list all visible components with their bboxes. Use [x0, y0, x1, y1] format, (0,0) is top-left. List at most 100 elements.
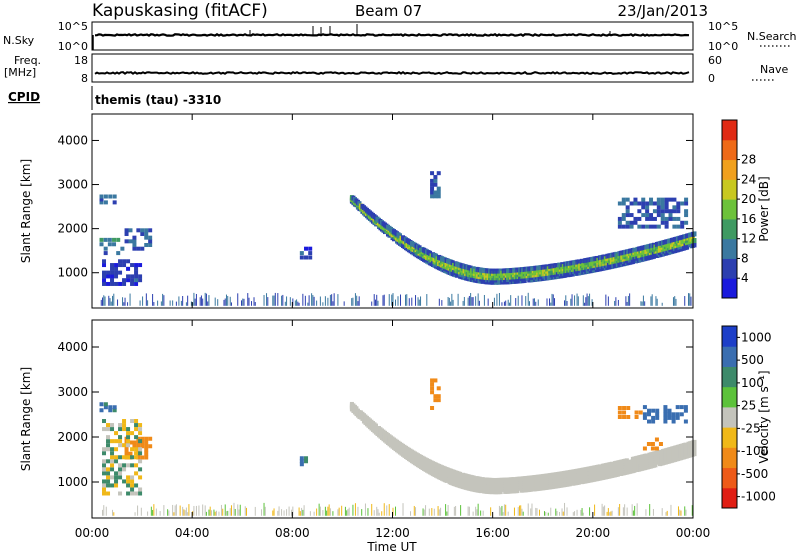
velocity-colorbar-swatch — [722, 326, 737, 347]
power-cell — [140, 231, 145, 236]
power-cell — [307, 302, 309, 306]
velocity-cell — [118, 463, 123, 468]
power-cell — [515, 298, 517, 306]
velocity-cell — [130, 487, 135, 492]
velocity-cell — [670, 504, 672, 516]
power-cell — [308, 295, 310, 306]
power-cell — [99, 197, 104, 202]
power-cell — [356, 295, 358, 306]
velocity-cell — [589, 507, 591, 516]
power-cell — [103, 251, 108, 256]
velocity-cell — [261, 509, 263, 516]
velocity-cell — [381, 511, 383, 516]
power-cell — [118, 263, 123, 268]
power-cell — [358, 296, 360, 306]
power-cell — [134, 270, 139, 275]
velocity-cell — [531, 503, 533, 516]
velocity-cell — [431, 508, 433, 516]
power-cell — [302, 293, 304, 306]
power-cell — [430, 194, 435, 199]
power-cell — [247, 293, 249, 306]
power-cell — [312, 295, 314, 306]
power-cell — [579, 258, 584, 264]
power-cell — [527, 292, 529, 306]
velocity-cell — [602, 506, 604, 516]
nsky-label: N.Sky — [3, 34, 35, 47]
velocity-cell — [112, 509, 114, 516]
power-cell — [308, 255, 313, 260]
power-cell — [684, 201, 689, 206]
power-cell — [308, 251, 313, 256]
power-cell — [621, 197, 626, 202]
power-cell — [106, 274, 111, 279]
velocity-panel-frame — [91, 319, 694, 519]
power-cell — [664, 220, 669, 225]
velocity-cell — [513, 507, 515, 516]
velocity-cell — [329, 508, 331, 516]
power-cell — [641, 201, 646, 206]
time-tick-label: 20:00 — [576, 526, 611, 540]
velocity-cell — [609, 512, 611, 516]
velocity-cell — [327, 506, 329, 516]
velocity-cell — [572, 512, 574, 516]
velocity-cell — [352, 504, 354, 516]
velocity-cell — [106, 483, 111, 488]
velocity-cell — [106, 479, 111, 484]
velocity-cell — [324, 506, 326, 516]
power-cell — [324, 296, 326, 306]
velocity-cell — [136, 455, 141, 460]
power-cell — [433, 175, 438, 180]
power-cell — [103, 194, 108, 199]
velocity-cell — [679, 405, 684, 410]
velocity-cell — [264, 506, 266, 516]
power-cell — [142, 296, 144, 306]
power-ylabel: Slant Range [km] — [19, 159, 33, 263]
velocity-cell — [114, 475, 119, 480]
power-cell — [621, 201, 626, 206]
velocity-cell — [172, 504, 174, 516]
power-cell — [436, 194, 441, 199]
power-cell — [99, 194, 104, 199]
power-cell — [103, 200, 108, 205]
power-cell — [138, 263, 143, 268]
velocity-cell — [655, 408, 660, 413]
power-cell — [497, 279, 502, 285]
power-cell — [406, 294, 408, 306]
power-cell — [672, 205, 677, 210]
velocity-cell — [566, 507, 568, 516]
power-cell — [148, 235, 153, 240]
power-cell — [652, 209, 657, 214]
velocity-colorbar-label: -100 — [741, 444, 768, 458]
velocity-cell — [144, 448, 149, 452]
power-cell — [112, 237, 117, 242]
power-cell — [450, 260, 455, 266]
power-cell — [645, 213, 650, 218]
power-cell — [672, 297, 674, 306]
power-cell — [649, 213, 654, 218]
velocity-cell — [110, 475, 115, 480]
velocity-cell — [134, 491, 139, 496]
velocity-cell — [502, 512, 504, 516]
power-cell — [199, 297, 201, 306]
power-cell — [535, 301, 537, 306]
power-cell — [175, 301, 177, 306]
velocity-cell — [667, 408, 672, 413]
power-cell — [564, 300, 566, 306]
power-cell — [331, 294, 333, 306]
velocity-cell — [230, 505, 232, 516]
velocity-cell — [309, 511, 311, 516]
power-cell — [652, 201, 657, 206]
power-cell — [507, 299, 509, 306]
time-axis-title: Time UT — [366, 540, 417, 554]
velocity-cell — [130, 419, 135, 424]
velocity-cell — [642, 405, 647, 410]
velocity-cell — [655, 415, 660, 420]
velocity-cell — [144, 455, 149, 460]
velocity-cell — [376, 506, 378, 516]
velocity-cell — [174, 505, 176, 516]
velocity-cell — [138, 451, 143, 456]
power-cell — [505, 300, 507, 306]
power-panel: 1000 2000 3000 4000 Slant Range [km] 4 8 12 16 20… — [19, 113, 771, 309]
velocity-cell — [631, 504, 633, 516]
power-cell — [641, 213, 646, 218]
